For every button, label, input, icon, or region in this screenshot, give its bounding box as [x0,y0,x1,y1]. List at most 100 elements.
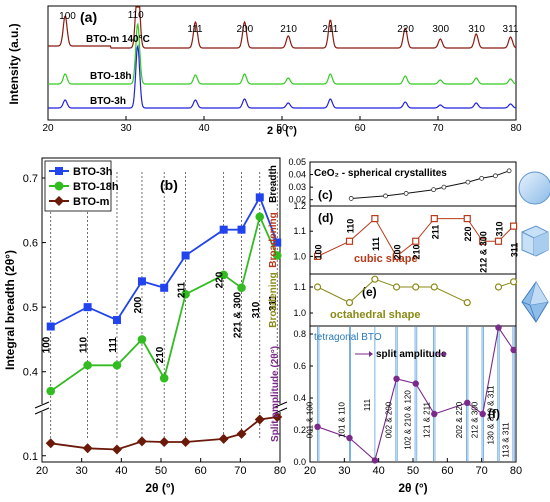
y-tick-label: 0.5 [23,302,38,314]
hkl-label: 211 [177,281,188,298]
panel-e-point [345,299,354,307]
panel-c-label: (c) [318,188,333,202]
panel-a: (a) Intensity (a.u.) 2 θ (°) 100 110 111 20… [7,5,522,137]
sphere-icon [518,171,550,205]
x-tick-label: 20 [36,465,48,477]
data-point-circle [237,283,246,293]
series-line-2 [50,416,278,451]
hkl-label: 220 [215,271,226,288]
data-point-circle [137,335,147,344]
panel-b-series [45,193,283,455]
panel-c-ylabel: Breadth [268,165,279,203]
annotation-arrow-head-right [443,351,447,357]
panel-b-hkl-labels: 100 110 111 200 210 211 220 221 & 300 310 311 [42,271,279,363]
y-tick-label: 0.05 [288,157,306,167]
panel-f-point [412,380,419,387]
peak-label-211: 211 [322,24,338,35]
hkl-label: 110 [79,336,90,353]
panel-d-hkl-label: 212 & 300 [479,231,489,273]
panel-b-guides [50,172,278,440]
data-point-diamond [111,444,122,455]
panel-a-xlabel: 2 θ (°) [267,125,297,137]
data-point-square [112,316,121,325]
panel-f-point [346,434,353,442]
panel-d-point [463,214,471,223]
annotation-arrow-head [369,351,373,357]
xrd-curves [48,6,517,109]
panel-d-point [430,214,438,223]
panel-d-point [494,237,503,245]
x-tick-label: 20 [304,465,316,477]
panel-f-peak-label: 202 & 220 [455,401,464,438]
y-tick-label: 1.0 [293,251,306,261]
x-tick-label: 80 [510,465,522,477]
panel-e-point [430,283,438,291]
panel-c-point [492,173,498,179]
y-tick-label: 0.1 [23,451,38,463]
panel-f-plot: 0.0 0.2 0.4 0.6 0.8 20 30 40 50 60 70 80 001 & 100 10… [293,324,522,477]
panel-f-point [510,346,517,354]
panel-d-title: cubic shape [354,253,418,265]
hkl-label: 310 [251,301,262,318]
series-label-bto-18h: BTO-18h [90,71,132,82]
peak-label-100: 100 [59,11,76,22]
xrd-pattern-1 [48,22,517,85]
panel-f-point [479,410,486,418]
panel-f-point [371,457,379,464]
data-point-circle [272,251,282,260]
panel-c-point [348,196,354,201]
legend-square-marker [55,167,63,175]
x-tick-label: 80 [274,465,286,477]
x-tick-label: 30 [76,465,88,477]
axis-break [34,401,288,415]
panel-f-xlabel: 2θ (°) [398,481,427,495]
panel-c-title: CeO₂ - spherical crystallites [314,168,447,179]
xrd-pattern-2 [48,43,517,109]
hkl-label: 100 [42,336,53,353]
panel-d: (d) cubic shape Broadening 1.01.11.21001… [268,201,520,275]
panel-d-hkl-label: 211 [430,225,440,240]
x-tick-label: 40 [198,123,210,134]
panel-c: CeO₂ - spherical crystallites (c) Breadt… [268,157,517,207]
peak-label-300: 300 [432,24,449,35]
panel-d-plot: 1.0 1.1 1.2 100 110 111 200 210 211 220 212 & 300 3… [293,201,519,273]
x-tick-label: 60 [195,465,207,477]
panel-f-peak-label: 101 & 110 [337,402,346,438]
xrd-pattern-0 [48,6,517,49]
panel-e-point [371,275,379,283]
panel-e-point [412,283,420,291]
legend-label-bto-3h: BTO-3h [73,166,113,178]
panel-c-plot: 0.02 0.03 0.04 0.05 [288,157,512,205]
panel-c-point [506,168,512,174]
panel-d-point [313,252,322,260]
y-tick-label: 0.6 [23,238,38,250]
panel-b: (b) Integral breadth (2θ°) 2θ (°) 0.4 0.5… [3,157,288,495]
data-point-circle [255,212,265,222]
xrd-x-ticks: 20 30 40 50 60 70 80 [42,116,522,134]
cube-icon [521,225,549,257]
panel-d-hkl-label: 311 [510,243,520,258]
data-point-diamond [254,414,265,425]
y-tick-label: 0.8 [293,329,306,339]
panel-f-peak-label: 113 & 311 [502,422,511,458]
hkl-label: 111 [108,337,119,353]
panel-f-peak-label: 111 [363,398,372,411]
panel-b-xlabel: 2θ (°) [145,481,174,495]
peak-label-210: 210 [280,24,297,35]
data-point-square [160,283,169,292]
legend-label-bto-m: BTO-m [73,196,110,208]
panel-f-line [317,326,515,462]
panel-b-ticks: 0.4 0.5 0.6 0.7 0.1 20 30 40 50 60 70 80 [23,173,286,477]
panel-e-ylabel: Broadening [268,272,279,328]
panel-f-title: tetragonal BTO [314,332,382,343]
panel-c-point [431,187,437,193]
panel-e-point [494,283,503,291]
y-tick-label: 1.1 [293,282,306,292]
peak-label-310: 310 [468,24,485,35]
panel-d-point [392,252,401,260]
data-point-diamond [82,443,93,454]
series-line-0 [50,195,279,328]
xrd-peak-labels: 100 110 111 200 210 211 220 300 310 311 [59,10,519,35]
x-tick-label: 70 [476,465,488,477]
